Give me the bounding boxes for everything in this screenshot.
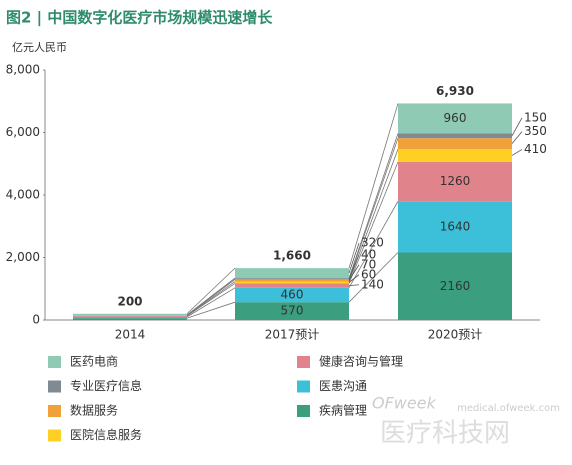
bar-segment [235,279,349,281]
watermark-name: 医疗科技网 [380,419,510,449]
legend-label: 医患沟通 [319,379,367,393]
legend-swatch [48,356,61,368]
data-label: 460 [281,288,304,302]
y-tick-label: 0 [32,313,40,327]
legend-label: 健康咨询与管理 [319,354,403,369]
data-label: 140 [361,277,384,291]
connector [187,288,235,317]
y-tick-label: 8,000 [6,63,40,77]
total-label: 1,660 [273,249,311,263]
legend-swatch [48,405,61,417]
bar-segment [73,317,187,318]
legend-label: 医院信息服务 [70,427,142,442]
total-label: 6,930 [436,84,474,98]
watermark-brand: OFweek [372,394,437,413]
legend-label: 疾病管理 [319,403,367,418]
connector [187,278,235,315]
total-label: 200 [117,294,142,308]
legend-swatch [48,381,61,393]
y-tick-label: 2,000 [6,250,40,264]
bar-segment [398,133,512,138]
leader-line [512,149,522,155]
connector [187,268,235,314]
legend-label: 医药电商 [70,354,118,369]
bar-segment [73,316,187,317]
x-tick-label: 2017预计 [265,328,320,342]
bar-segment [73,318,187,320]
y-tick-label: 4,000 [6,188,40,202]
bar-segment [235,283,349,287]
plot: 0 2,000 4,000 6,000 8,000 2014 200 2017预计 570 460… [6,63,547,443]
chart-title: 图2 | 中国数字化医疗市场规模迅速增长 [6,9,273,28]
bar-segment [235,282,349,284]
legend-swatch [297,405,310,417]
bar-segment [398,138,512,149]
legend-swatch [48,430,61,442]
bar-segment [235,278,349,279]
data-label: 2160 [440,279,471,293]
bar-segment [398,149,512,162]
watermark-url: medical.ofweek.com [457,403,560,414]
legend-swatch [297,356,310,368]
legend-label: 数据服务 [70,403,118,418]
data-label: 350 [524,124,547,138]
legend-label: 专业医疗信息 [70,378,142,393]
legend-swatch [297,381,310,393]
x-tick-label: 2020预计 [428,328,483,342]
bar-segment [73,314,187,315]
data-label: 570 [281,304,304,318]
y-axis-label: 亿元人民币 [12,41,67,54]
data-label: 1260 [440,174,471,188]
data-label: 150 [524,110,547,124]
y-tick-label: 6,000 [6,125,40,139]
data-label: 1640 [440,219,471,233]
connector [187,283,235,316]
x-tick-label: 2014 [115,328,146,342]
data-label: 960 [444,111,467,125]
bar-segment [235,268,349,278]
data-label: 410 [524,142,547,156]
